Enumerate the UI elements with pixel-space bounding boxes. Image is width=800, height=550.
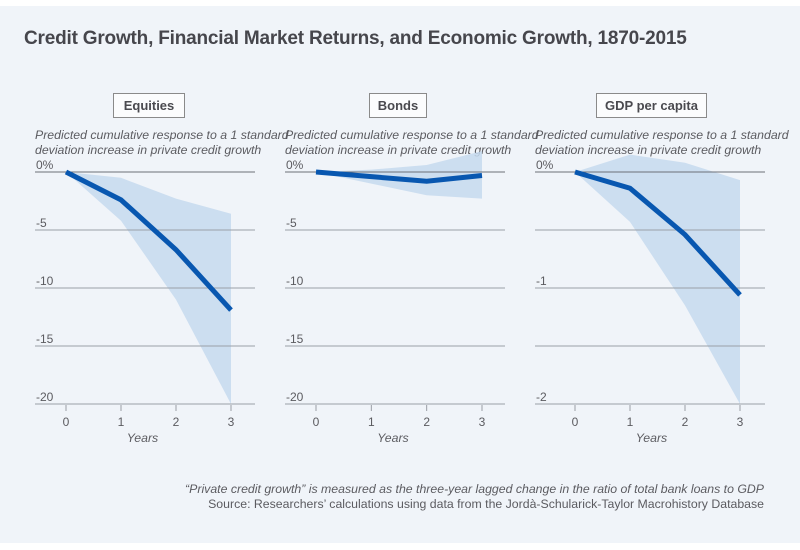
equities-x-tick-label: 2 [173,415,180,429]
equities-y-tick-label: -5 [36,216,47,230]
bonds-y-tick-label: -10 [286,274,304,288]
equities-y-tick-label: -10 [36,274,54,288]
subtitle-line-1: Predicted cumulative response to a 1 sta… [285,128,539,142]
equities-x-tick-label: 0 [63,415,70,429]
subtitle-line-2: deviation increase in private credit gro… [285,142,512,157]
gdp-y-tick-label: -2 [536,390,547,404]
subtitle-line-2: deviation increase in private credit gro… [535,142,762,157]
gdp-x-tick-label: 1 [627,415,634,429]
gdp-y-tick-label: 0% [536,158,554,172]
gdp-confidence-band [575,154,740,404]
footnote-note: “Private credit growth” is measured as t… [185,482,764,496]
bonds-response-line [315,169,483,184]
bonds-y-tick-label: 0% [286,158,304,172]
gdp-x-tick-label: 2 [682,415,689,429]
panel-label-equities: Equities [113,93,185,118]
footnote-source: Source: Researchers’ calculations using … [208,497,764,511]
bonds-x-tick-label: 2 [423,415,430,429]
bonds-y-tick-label: -20 [286,390,304,404]
equities-y-tick-label: -15 [36,332,54,346]
bonds-confidence-band [316,151,482,199]
gdp-response-line [574,169,742,297]
bonds-x-axis-label: Years [377,431,408,445]
gdp-x-tick-label: 0 [572,415,579,429]
subtitle-equities: Predicted cumulative response to a 1 sta… [35,128,289,157]
subtitle-line-1: Predicted cumulative response to a 1 sta… [35,128,289,142]
gdp-x-axis-label: Years [636,431,667,445]
bonds-y-tick-label: -15 [286,332,304,346]
subtitle-bonds: Predicted cumulative response to a 1 sta… [285,128,539,157]
footnote: “Private credit growth” is measured as t… [185,482,764,512]
subtitle-line-2: deviation increase in private credit gro… [35,142,262,157]
equities-y-tick-label: -20 [36,390,54,404]
equities-x-axis-label: Years [127,431,158,445]
chart-title: Credit Growth, Financial Market Returns,… [24,28,687,49]
panel-label-gdp: GDP per capita [596,93,707,118]
gdp-x-tick-label: 3 [737,415,744,429]
equities-x-tick-label: 3 [228,415,235,429]
panel-label-bonds: Bonds [369,93,427,118]
subtitle-line-1: Predicted cumulative response to a 1 sta… [535,128,789,142]
bonds-y-tick-label: -5 [286,216,297,230]
bonds-x-tick-label: 1 [368,415,375,429]
equities-y-tick-label: 0% [36,158,54,172]
bonds-x-tick-label: 3 [479,415,486,429]
equities-x-tick-label: 1 [118,415,125,429]
equities-response-line [64,169,233,312]
bonds-x-tick-label: 0 [313,415,320,429]
gdp-y-tick-label: -1 [536,274,547,288]
subtitle-gdp: Predicted cumulative response to a 1 sta… [535,128,789,157]
